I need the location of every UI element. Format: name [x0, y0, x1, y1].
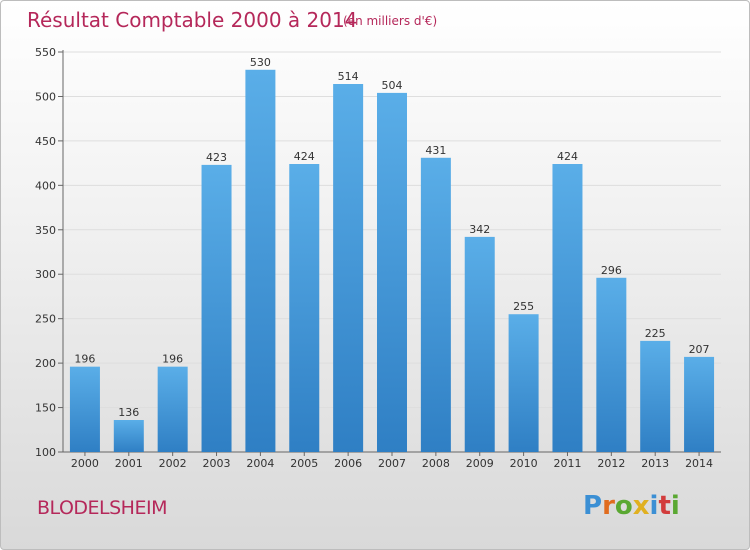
bar-2003: [201, 164, 232, 452]
logo-letter: i: [649, 491, 659, 521]
x-tick-label-2013: 2013: [641, 457, 669, 470]
data-label-2004: 530: [250, 56, 271, 69]
bar-2010: [508, 314, 539, 452]
x-tick-label-2000: 2000: [71, 457, 99, 470]
data-label-2001: 136: [118, 406, 139, 419]
x-tick-label-2010: 2010: [510, 457, 538, 470]
bar-2002: [157, 366, 188, 452]
y-tick-label: 450: [35, 135, 56, 148]
logo-letter: o: [614, 491, 633, 521]
x-tick-label-2002: 2002: [159, 457, 187, 470]
data-label-2012: 296: [601, 264, 622, 277]
y-tick-label: 400: [35, 179, 56, 192]
x-tick-label-2009: 2009: [466, 457, 494, 470]
data-label-2010: 255: [513, 300, 534, 313]
bar-2006: [333, 84, 364, 452]
data-label-2002: 196: [162, 353, 183, 366]
bar-2011: [552, 164, 583, 452]
data-label-2009: 342: [469, 223, 490, 236]
x-tick-label-2007: 2007: [378, 457, 406, 470]
bar-2012: [596, 277, 627, 452]
data-label-2014: 207: [689, 343, 710, 356]
x-tick-label-2005: 2005: [290, 457, 318, 470]
bar-2001: [113, 420, 144, 452]
bar-2005: [289, 164, 320, 452]
chart-subtitle: (en milliers d'€): [343, 14, 438, 28]
data-label-2006: 514: [338, 70, 359, 83]
y-tick-label: 300: [35, 268, 56, 281]
chart-title: Résultat Comptable 2000 à 2014: [27, 8, 358, 32]
bar-2007: [377, 92, 407, 452]
y-tick-label: 350: [35, 224, 56, 237]
axes: 100 150 200 250 300 350 400 450 500 550 2000 2001 20…: [35, 46, 721, 470]
logo-letter: x: [632, 491, 650, 521]
y-tick-label: 150: [35, 402, 56, 415]
x-tick-label-2011: 2011: [553, 457, 581, 470]
x-tick-label-2003: 2003: [203, 457, 231, 470]
place-name: BLODELSHEIM: [37, 497, 167, 519]
logo-letter: P: [583, 491, 603, 521]
bar-2004: [245, 69, 276, 453]
x-tick-label-2006: 2006: [334, 457, 362, 470]
labels: 196 136 196 423 530 424 514 504 431 342 255 424 296 2…: [74, 56, 709, 419]
data-label-2011: 424: [557, 150, 578, 163]
x-tick-label-2004: 2004: [246, 457, 274, 470]
x-tick-label-2001: 2001: [115, 457, 143, 470]
data-label-2003: 423: [206, 151, 227, 164]
x-tick-label-2008: 2008: [422, 457, 450, 470]
bars: [69, 69, 715, 453]
logo-letter: r: [602, 491, 615, 521]
data-label-2000: 196: [74, 353, 95, 366]
logo-letter: i: [670, 491, 680, 521]
y-tick-label: 550: [35, 46, 56, 59]
bar-2014: [684, 356, 715, 452]
bar-2000: [69, 366, 100, 452]
y-tick-label: 100: [35, 446, 56, 459]
x-tick-label-2014: 2014: [685, 457, 713, 470]
logo-letter: t: [658, 491, 671, 521]
y-tick-label: 500: [35, 90, 56, 103]
y-tick-label: 250: [35, 313, 56, 326]
data-label-2007: 504: [382, 79, 403, 92]
x-tick-label-2012: 2012: [597, 457, 625, 470]
y-tick-label: 200: [35, 357, 56, 370]
bar-2013: [640, 340, 671, 452]
data-label-2008: 431: [425, 144, 446, 157]
data-label-2013: 225: [645, 327, 666, 340]
data-label-2005: 424: [294, 150, 315, 163]
bar-2009: [464, 236, 495, 452]
proxiti-logo: Proxiti: [583, 491, 680, 521]
bar-2008: [420, 157, 451, 452]
